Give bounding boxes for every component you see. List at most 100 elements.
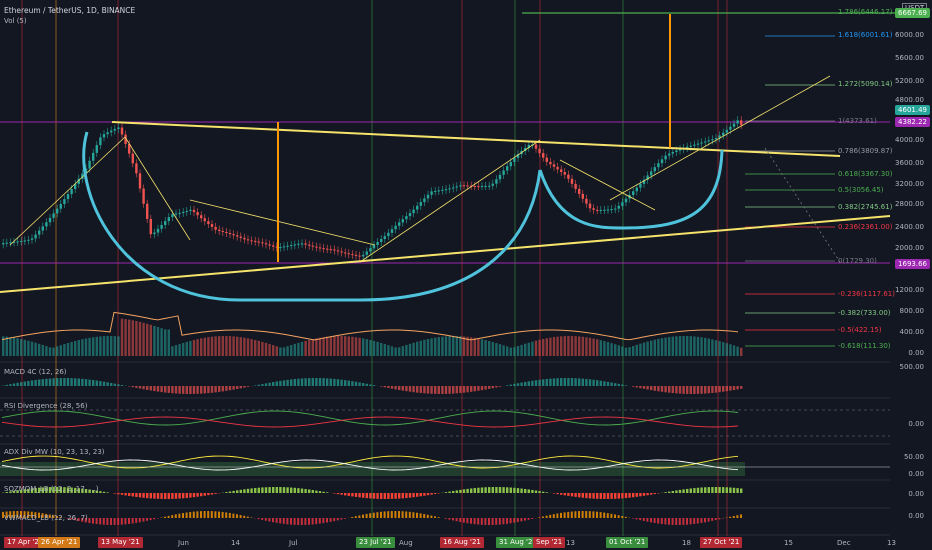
macd-histogram-bar — [272, 382, 275, 386]
candle-body — [419, 202, 422, 206]
squeeze-bar — [416, 493, 419, 497]
vwmacd-bar — [178, 513, 181, 518]
squeeze-bar — [77, 488, 80, 493]
fib-level-label: 0.382(2745.61) — [838, 203, 893, 211]
price-tick: 2800.00 — [895, 200, 924, 208]
volume-bar — [257, 340, 260, 356]
candle-body — [275, 246, 278, 248]
volume-bar — [304, 340, 307, 356]
candle-body — [700, 142, 703, 144]
candle-body — [99, 137, 102, 146]
candle-body — [441, 189, 444, 191]
price-tick: 4800.00 — [895, 96, 924, 104]
vwmacd-bar — [351, 517, 354, 518]
date-label: Jun — [178, 539, 189, 547]
candle-body — [63, 199, 66, 205]
volume-bar — [290, 345, 293, 356]
rsi-label[interactable]: RSI Divergence (28, 56) — [4, 402, 88, 410]
squeeze-bar — [599, 493, 602, 499]
macd-histogram-bar — [246, 386, 250, 387]
volume-bar — [491, 341, 494, 356]
price-tick: 1200.00 — [895, 286, 924, 294]
volume-bar — [167, 329, 170, 356]
volume-bar — [736, 346, 739, 356]
date-label: 15 — [784, 539, 793, 547]
macd-histogram-bar — [318, 378, 322, 386]
candle-body — [614, 208, 617, 210]
candle-body — [383, 236, 386, 239]
volume-bar — [632, 345, 635, 356]
price-tag-support: 1693.66 — [895, 259, 930, 269]
adx-label[interactable]: ADX Div MW (10, 23, 13, 23) — [4, 448, 105, 456]
volume-bar — [297, 342, 300, 356]
candle-body — [110, 130, 113, 133]
squeeze-bar — [401, 493, 404, 499]
vwmacd-label[interactable]: VWMACD_LB (12, 26, 7) — [4, 514, 88, 522]
macd-histogram-bar — [498, 386, 502, 387]
candle-body — [282, 246, 286, 248]
macd-histogram-bar — [99, 381, 102, 386]
vwmacd-bar — [250, 517, 253, 518]
volume-bar — [354, 337, 358, 356]
volume-bar — [315, 338, 318, 356]
vwmacd-bar — [462, 518, 465, 523]
vwmacd-bar — [228, 512, 231, 518]
macd-histogram-bar — [408, 386, 412, 392]
vwmacd-bar — [664, 518, 667, 525]
macd-histogram-bar — [430, 386, 433, 394]
fib-level-label: 0.236(2361.00) — [838, 223, 893, 231]
macd-histogram-bar — [228, 386, 232, 391]
volume-bar — [545, 338, 548, 356]
vwmacd-bar — [653, 518, 656, 523]
candle-body — [696, 143, 700, 145]
squeeze-bar — [41, 487, 44, 493]
candle-body — [437, 190, 440, 192]
volume-label: Vol (5) — [4, 17, 27, 25]
macd-histogram-bar — [171, 386, 174, 394]
sqzmom-label[interactable]: SQZMOM_LB (12, 2, 17, ...) — [4, 485, 99, 493]
squeeze-bar — [326, 492, 329, 493]
volume-bar — [419, 340, 422, 356]
macd-histogram-bar — [488, 386, 491, 389]
squeeze-bar — [297, 488, 300, 493]
date-label: Jul — [289, 539, 298, 547]
volume-bar — [578, 336, 581, 356]
vwmacd-bar — [246, 516, 249, 518]
volume-bar — [99, 336, 102, 356]
volume-bar — [534, 340, 538, 356]
candle-body — [153, 232, 156, 235]
volume-bar — [401, 346, 404, 356]
squeeze-bar — [171, 493, 174, 499]
vwmacd-bar — [686, 518, 688, 525]
vwmacd-bar — [203, 511, 206, 518]
vwmacd-bar — [617, 515, 620, 518]
vwmacd-bar — [635, 518, 638, 520]
volume-bar — [5, 336, 8, 356]
vwmacd-bar — [149, 518, 152, 521]
fib-level-label: -0.5(422.15) — [838, 326, 882, 334]
candle-body — [27, 239, 30, 241]
volume-bar — [228, 336, 232, 356]
vwmacd-bar — [293, 518, 296, 525]
candle-body — [142, 188, 145, 204]
macd-histogram-bar — [225, 386, 228, 391]
macd-label[interactable]: MACD 4C (12, 26) — [4, 368, 67, 376]
candle-body — [617, 205, 620, 209]
volume-bar — [308, 339, 311, 356]
candle-body — [405, 216, 408, 220]
volume-bar — [362, 338, 365, 356]
squeeze-bar — [246, 488, 250, 493]
vwmacd-bar — [70, 518, 73, 520]
macd-histogram-bar — [740, 386, 743, 389]
squeeze-bar — [639, 493, 642, 497]
candle-body — [722, 132, 725, 136]
macd-histogram-bar — [351, 381, 354, 386]
candle-body — [74, 183, 77, 189]
vwmacd-bar — [578, 511, 580, 518]
candle-body — [30, 238, 34, 240]
candle-body — [401, 219, 404, 223]
vwmacd-bar — [416, 512, 418, 518]
volume-bar — [495, 343, 498, 356]
